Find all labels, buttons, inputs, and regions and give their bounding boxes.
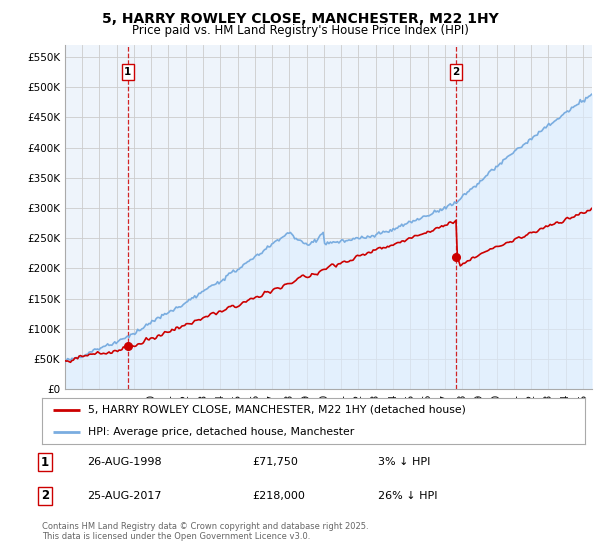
Text: £71,750: £71,750	[252, 457, 298, 467]
Text: 26% ↓ HPI: 26% ↓ HPI	[378, 491, 437, 501]
Text: 1: 1	[124, 67, 131, 77]
Text: 3% ↓ HPI: 3% ↓ HPI	[378, 457, 430, 467]
Text: 5, HARRY ROWLEY CLOSE, MANCHESTER, M22 1HY (detached house): 5, HARRY ROWLEY CLOSE, MANCHESTER, M22 1…	[88, 405, 466, 415]
Text: 1: 1	[41, 455, 49, 469]
Text: 5, HARRY ROWLEY CLOSE, MANCHESTER, M22 1HY: 5, HARRY ROWLEY CLOSE, MANCHESTER, M22 1…	[101, 12, 499, 26]
Text: HPI: Average price, detached house, Manchester: HPI: Average price, detached house, Manc…	[88, 427, 355, 437]
Text: 26-AUG-1998: 26-AUG-1998	[87, 457, 161, 467]
Text: 25-AUG-2017: 25-AUG-2017	[87, 491, 161, 501]
Text: 2: 2	[452, 67, 460, 77]
Text: £218,000: £218,000	[252, 491, 305, 501]
Text: Price paid vs. HM Land Registry's House Price Index (HPI): Price paid vs. HM Land Registry's House …	[131, 24, 469, 36]
Text: Contains HM Land Registry data © Crown copyright and database right 2025.
This d: Contains HM Land Registry data © Crown c…	[42, 522, 368, 542]
Text: 2: 2	[41, 489, 49, 502]
